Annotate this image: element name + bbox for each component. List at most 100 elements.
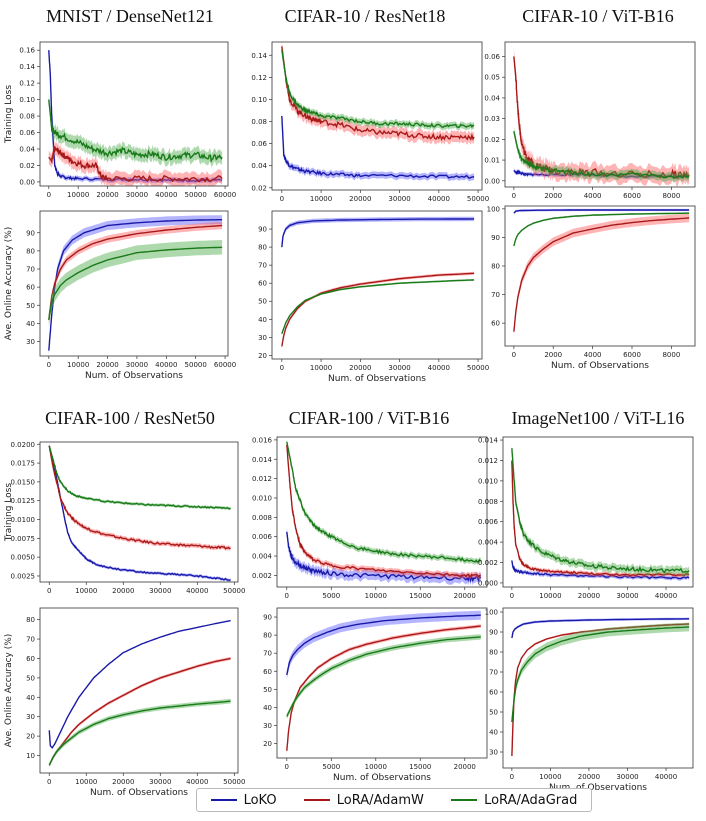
x-tick-label: 5000 xyxy=(322,763,340,771)
series-line-adagrad xyxy=(513,212,690,247)
x-tick-label: 0 xyxy=(512,351,516,359)
y-tick-label: 0.06 xyxy=(19,129,35,137)
x-tick-label: 10000 xyxy=(310,364,332,372)
y-tick-label: 60 xyxy=(258,280,267,288)
y-tick-label: 80 xyxy=(263,632,272,640)
x-tick-label: 4000 xyxy=(584,351,602,359)
x-tick-label: 50000 xyxy=(185,361,207,369)
series-line-adagrad xyxy=(513,130,690,179)
y-tick-label: 40 xyxy=(26,694,35,702)
x-tick-label: 0 xyxy=(285,592,289,600)
series-line-loko xyxy=(511,560,690,580)
series-line-adagrad xyxy=(48,99,223,164)
y-tick-label: 80 xyxy=(489,649,498,657)
x-tick-label: 0 xyxy=(47,778,51,786)
y-tick-label: 0.05 xyxy=(484,74,500,82)
y-tick-label: 0.014 xyxy=(252,456,273,464)
x-tick-label: 30000 xyxy=(388,195,410,203)
y-tick-label: 10 xyxy=(26,752,35,760)
x-tick-label: 60000 xyxy=(214,361,236,369)
band-adagrad xyxy=(286,634,481,720)
series-line-loko xyxy=(48,50,223,183)
y-tick-label: 0.16 xyxy=(19,47,35,55)
band-adagrad xyxy=(49,698,231,768)
series-line-adagrad xyxy=(48,700,231,766)
y-tick-label: 0.004 xyxy=(252,553,273,561)
x-tick-label: 0 xyxy=(510,773,514,781)
y-axis-label: Training Loss xyxy=(4,85,14,144)
y-tick-label: 20 xyxy=(263,740,272,748)
x-tick-label: 30000 xyxy=(388,364,410,372)
x-tick-label: 30000 xyxy=(616,592,638,600)
x-tick-label: 40000 xyxy=(428,364,450,372)
x-tick-label: 20000 xyxy=(349,364,371,372)
y-tick-label: 0.008 xyxy=(478,498,498,506)
x-tick-label: 20000 xyxy=(578,773,600,781)
y-tick-label: 0.012 xyxy=(252,475,272,483)
panel-8: 0 10000 20000 30000 40000 0.000 0.002 0.004 0.00… xyxy=(478,437,694,600)
series-line-adamw xyxy=(281,272,475,347)
series-line-adamw xyxy=(513,217,690,332)
series-line-adamw xyxy=(48,445,231,550)
legend-label-adamw: LoRA/AdamW xyxy=(336,792,424,808)
band-adagrad xyxy=(49,444,231,511)
x-tick-label: 40000 xyxy=(155,361,177,369)
y-tick-label: 50 xyxy=(258,298,267,306)
y-tick-label: 0.02 xyxy=(251,184,267,192)
x-tick-label: 0 xyxy=(285,763,289,771)
panel-title-4: CIFAR-100 / ViT-B16 xyxy=(289,408,450,428)
x-tick-label: 5000 xyxy=(322,592,340,600)
y-tick-label: 0.002 xyxy=(252,572,272,580)
series-line-loko xyxy=(286,531,482,583)
y-tick-label: 0.0150 xyxy=(11,478,36,486)
panel-7: 0 5000 10000 15000 20000 0.002 0.004 0.006 0.008… xyxy=(252,436,488,600)
plot-frame xyxy=(504,41,696,188)
x-tick-label: 0 xyxy=(280,364,284,372)
x-tick-label: 20000 xyxy=(578,592,600,600)
y-tick-label: 0.0050 xyxy=(11,554,36,562)
plot-frame xyxy=(276,436,488,588)
y-tick-label: 60 xyxy=(26,284,35,292)
y-tick-label: 50 xyxy=(489,709,498,717)
panel-2: 0 2000 4000 6000 8000 0.00 0.01 0.02 0.03 0.04 0.0… xyxy=(484,41,696,200)
y-tick-label: 0.04 xyxy=(484,94,500,102)
y-axis-label: Ave. Online Accuracy (%) xyxy=(4,634,14,748)
x-tick-label: 8000 xyxy=(662,192,680,200)
x-tick-label: 10000 xyxy=(310,195,332,203)
series-line-loko xyxy=(48,619,231,750)
y-tick-label: 70 xyxy=(26,266,35,274)
panel-9: 0 10000 20000 30000 40000 50000 10 20 30 40 50 60 70… xyxy=(4,607,245,798)
series-line-adagrad xyxy=(281,49,475,129)
y-tick-label: 0.0075 xyxy=(11,535,36,543)
legend: LoKO LoRA/AdamW LoRA/AdaGrad xyxy=(196,788,592,812)
series-line-adamw xyxy=(48,224,223,320)
panel-title-2: CIFAR-10 / ViT-B16 xyxy=(522,6,674,26)
y-tick-label: 40 xyxy=(263,704,272,712)
x-axis-label: Num. of Observations xyxy=(90,788,188,798)
y-tick-label: 0.10 xyxy=(19,96,35,104)
legend-label-adagrad: LoRA/AdaGrad xyxy=(484,792,578,808)
legend-item-adagrad: LoRA/AdaGrad xyxy=(451,793,577,808)
x-tick-label: 30000 xyxy=(126,361,148,369)
y-tick-label: 90 xyxy=(258,226,267,234)
series-line-loko xyxy=(48,445,231,581)
y-tick-label: 0.14 xyxy=(19,63,35,71)
panel-3: 0 10000 20000 30000 40000 50000 60000 30 40 50 60 7… xyxy=(4,210,236,381)
series-line-loko xyxy=(281,115,475,180)
x-tick-label: 20000 xyxy=(96,191,118,199)
band-adamw xyxy=(281,42,475,145)
band-adagrad xyxy=(513,126,690,183)
y-tick-label: 0.0100 xyxy=(11,516,36,524)
y-axis-label: Training Loss xyxy=(4,483,14,542)
y-tick-label: 0.016 xyxy=(252,436,273,444)
x-tick-label: 15000 xyxy=(409,592,431,600)
x-tick-label: 60000 xyxy=(214,191,236,199)
x-tick-label: 6000 xyxy=(623,192,641,200)
y-tick-label: 0.006 xyxy=(252,533,273,541)
x-tick-label: 50000 xyxy=(467,364,489,372)
x-tick-label: 20000 xyxy=(112,587,134,595)
series-line-adamw xyxy=(286,444,481,578)
y-tick-label: 0.0125 xyxy=(11,497,36,505)
y-tick-label: 0.004 xyxy=(478,539,499,547)
band-adamw xyxy=(281,271,475,348)
